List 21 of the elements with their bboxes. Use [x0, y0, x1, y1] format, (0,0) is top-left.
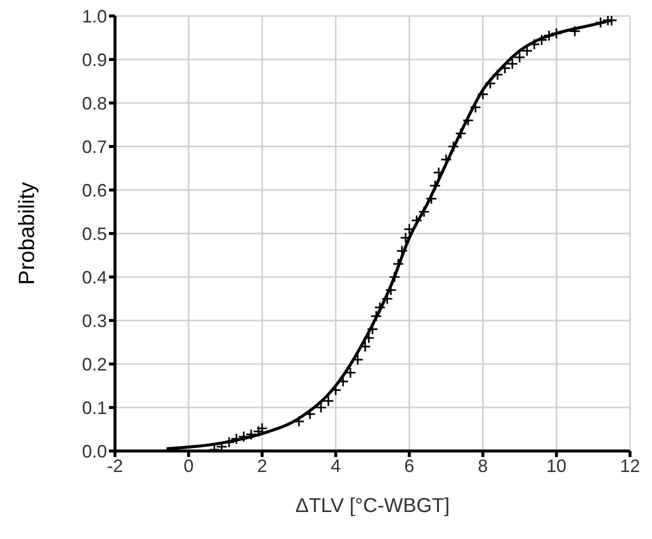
x-tick-label: 6 [404, 456, 414, 476]
y-tick-label: 0.1 [82, 398, 107, 418]
y-tick-label: 0.7 [82, 136, 107, 157]
x-tick-label: 2 [257, 456, 268, 476]
y-tick-label: 0.0 [82, 441, 107, 462]
x-tick-label: 0 [184, 456, 194, 476]
y-tick-label: 0.3 [82, 310, 107, 331]
y-axis-title: Probability [14, 182, 39, 285]
x-tick-label: 4 [330, 456, 341, 476]
y-tick-label: 0.6 [82, 180, 107, 200]
x-tick-label: 10 [546, 456, 566, 476]
y-tick-label: 0.2 [82, 354, 107, 374]
y-tick-label: 1.0 [82, 6, 107, 26]
y-tick-label: 0.4 [82, 267, 107, 288]
x-tick-label: 12 [620, 456, 640, 476]
y-tick-label: 0.8 [82, 93, 107, 114]
x-tick-label: -2 [106, 456, 124, 476]
x-axis-title: ΔTLV [°C-WBGT] [295, 495, 450, 517]
y-tick-label: 0.9 [82, 50, 107, 70]
y-tick-label: 0.5 [82, 224, 107, 244]
x-tick-label: 8 [478, 456, 488, 476]
